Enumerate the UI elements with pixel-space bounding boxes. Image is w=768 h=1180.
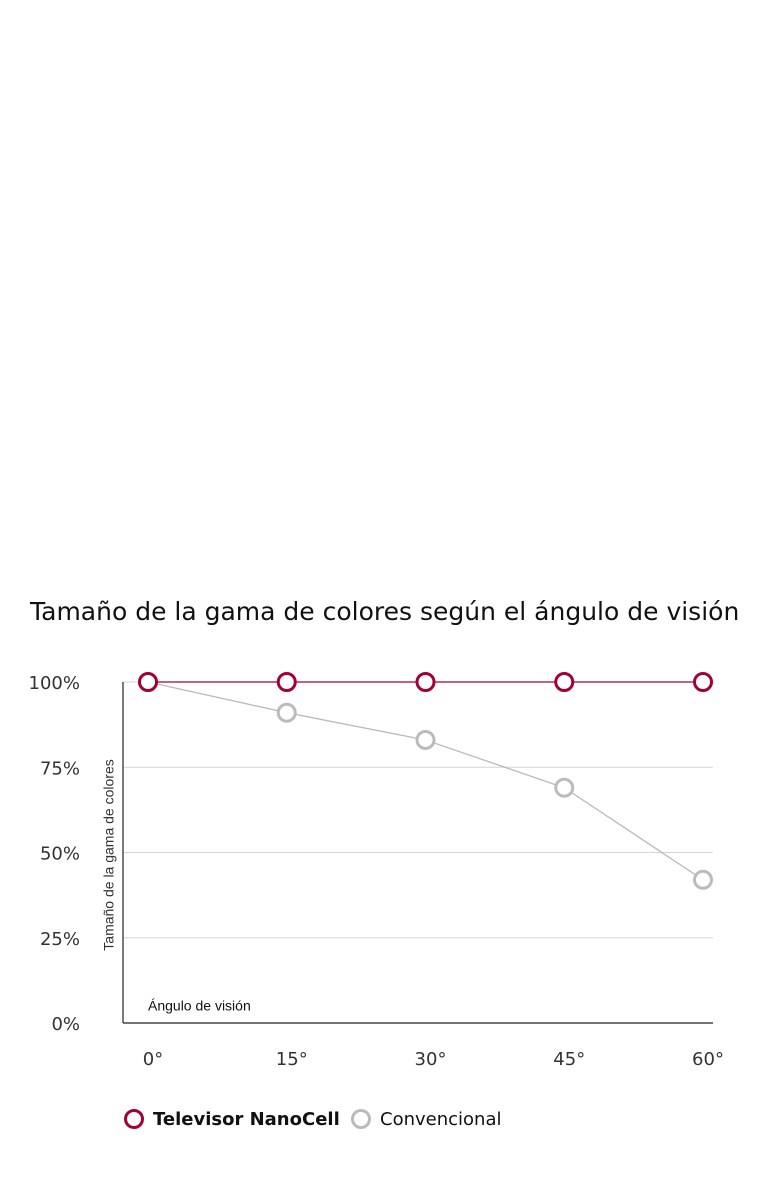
legend-label: Convencional [380, 1109, 501, 1130]
y-tick-label: 75% [40, 758, 80, 779]
data-point [415, 729, 436, 750]
series-line [147, 681, 704, 881]
y-tick-label: 0% [51, 1014, 80, 1035]
legend-marker [351, 1109, 371, 1129]
data-point [693, 672, 713, 692]
y-tick-label: 50% [40, 844, 80, 865]
data-point [276, 702, 297, 723]
data-point [554, 777, 575, 798]
chart-title: Tamaño de la gama de colores según el án… [29, 597, 739, 626]
data-point [415, 672, 436, 692]
data-point [276, 672, 297, 692]
legend-label: Televisor NanoCell [153, 1109, 340, 1130]
data-point [554, 672, 575, 692]
x-tick-label: 30° [415, 1049, 447, 1070]
x-axis-label: Ángulo de visión [148, 998, 251, 1014]
data-point [693, 869, 713, 890]
y-tick-label: 25% [40, 929, 80, 950]
x-tick-label: 0° [143, 1049, 163, 1070]
x-tick-label: 60° [692, 1049, 724, 1070]
y-tick-label: 100% [29, 673, 80, 694]
x-tick-label: 45° [553, 1049, 585, 1070]
y-axis-label: Tamaño de la gama de colores [101, 759, 117, 950]
legend-marker [124, 1109, 144, 1129]
x-tick-label: 15° [276, 1049, 308, 1070]
data-point [138, 672, 158, 692]
